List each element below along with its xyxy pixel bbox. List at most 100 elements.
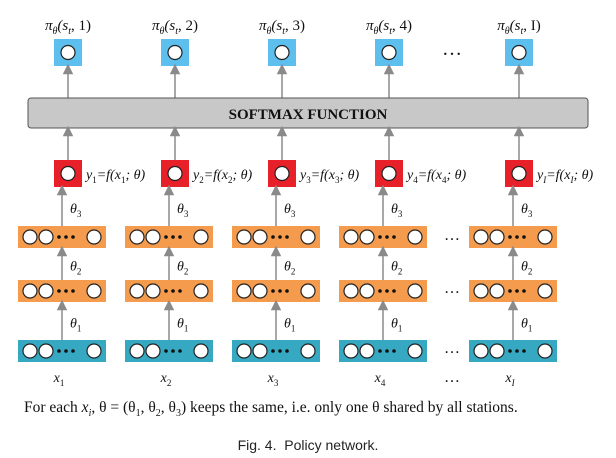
hidden-layer-1-block-4-neuron — [407, 283, 423, 299]
hidden-layer-2-block-1-neuron — [86, 229, 102, 245]
ellipsis-group: …………… — [442, 38, 462, 386]
hidden-layer-1-block-5-dot — [522, 289, 526, 293]
y-label-3: y3=f(x3; θ) — [298, 168, 359, 185]
input-layer-block-1-neuron — [22, 343, 38, 359]
station-column-4: y4=f(x4; θ)θ3 θ2 θ1 x4 — [339, 125, 466, 388]
hidden-layer-2-block-1-neuron — [22, 229, 38, 245]
hidden-layer-2-block-4 — [339, 226, 427, 248]
input-layer-block-3-neuron — [300, 343, 316, 359]
hidden-layer-2-block-1-dot — [64, 235, 68, 239]
theta-label-3-2: θ2 — [284, 260, 295, 277]
input-layer-block-5-neuron — [537, 343, 553, 359]
hidden-layer-1-block-5 — [469, 280, 557, 302]
input-layer-block-4-neuron — [343, 343, 359, 359]
input-layer-block-4 — [339, 340, 427, 362]
hidden-layer-1-block-1-neuron — [22, 283, 38, 299]
input-layer-block-3 — [232, 340, 320, 362]
input-layer-block-3-dot — [271, 349, 275, 353]
input-layer-block-2 — [125, 340, 213, 362]
input-layer-block-1 — [18, 340, 106, 362]
output-label-3: πθ(st, 3) — [259, 18, 305, 37]
output-row: πθ(st, 1) πθ(st, 2) πθ(st, 3) πθ(st, 4) πθ(s… — [45, 18, 541, 98]
hidden-layer-2-block-1 — [18, 226, 106, 248]
theta-label-3-1: θ3 — [284, 202, 296, 219]
input-layer-block-5-neuron — [473, 343, 489, 359]
hidden-layer-1-block-4 — [339, 280, 427, 302]
hidden-layer-2-block-4-neuron — [407, 229, 423, 245]
hidden-layer-1-block-2-dot — [171, 289, 175, 293]
x-label-3: x3 — [267, 371, 279, 388]
y-neuron-4 — [381, 165, 397, 182]
input-layer-block-4-neuron — [407, 343, 423, 359]
station-column-2: y2=f(x2; θ)θ3 θ2 θ1 x2 — [125, 125, 252, 388]
input-layer-block-3-dot — [278, 349, 282, 353]
hidden-layer-2-block-1-neuron — [38, 229, 54, 245]
y-neuron-1 — [60, 165, 76, 182]
hidden-layer-1-block-4-dot — [392, 289, 396, 293]
y-neuron-3 — [274, 165, 290, 182]
input-layer-block-5-neuron — [489, 343, 505, 359]
input-layer-block-2-dot — [164, 349, 168, 353]
hidden-layer-1-block-4-neuron — [359, 283, 375, 299]
station-column-1: y1=f(x1; θ)θ3 θ2 θ1 x1 — [18, 125, 145, 388]
hidden-layer-1-block-4-dot — [385, 289, 389, 293]
hidden-layer-1-block-4-dot — [378, 289, 382, 293]
hidden-layer-1-block-3 — [232, 280, 320, 302]
input-layer-block-4-dot — [392, 349, 396, 353]
input-layer-block-4-dot — [385, 349, 389, 353]
input-layer-block-1-dot — [64, 349, 68, 353]
theta-label-5-2: θ2 — [521, 260, 532, 277]
figure-caption: Fig. 4. Policy network. — [238, 437, 379, 453]
input-layer-block-5 — [469, 340, 557, 362]
hidden-layer-1-block-1-dot — [57, 289, 61, 293]
hidden-layer-1-block-1-neuron — [38, 283, 54, 299]
y-label-5: yI=f(xI; θ) — [535, 168, 593, 185]
theta-label-2-3: θ1 — [177, 317, 188, 334]
input-layer-block-2-neuron — [193, 343, 209, 359]
hidden-layer-1-block-1-dot — [64, 289, 68, 293]
hidden-layer-1-block-3-dot — [271, 289, 275, 293]
theta-label-4-1: θ3 — [391, 202, 403, 219]
hidden-layer-1-block-1 — [18, 280, 106, 302]
input-layer-block-5-dot — [522, 349, 526, 353]
theta-label-4-2: θ2 — [391, 260, 402, 277]
hidden-layer-1-block-5-neuron — [537, 283, 553, 299]
hidden-layer-1-block-5-neuron — [489, 283, 505, 299]
softmax-box — [27, 97, 589, 129]
input-layer-block-2-neuron — [145, 343, 161, 359]
input-layer-block-2-dot — [178, 349, 182, 353]
hidden-layer-2-block-1-dot — [71, 235, 75, 239]
input-layer-block-3-neuron — [236, 343, 252, 359]
hidden-layer-2-block-4-neuron — [359, 229, 375, 245]
theta-label-3-3: θ1 — [284, 317, 295, 334]
hidden-layer-2-block-3-neuron — [300, 229, 316, 245]
hidden-layer-2-block-3-neuron — [236, 229, 252, 245]
hidden-layer-2-block-4-neuron — [343, 229, 359, 245]
hidden-layer-1-block-2-dot — [164, 289, 168, 293]
hidden-layer-1-block-1-dot — [71, 289, 75, 293]
hidden-layer-1-block-5-dot — [508, 289, 512, 293]
output-neuron-5 — [511, 44, 527, 61]
y-neuron-5 — [511, 165, 527, 182]
shared-theta-note: For each xi, θ = (θ1, θ2, θ3) keeps the … — [24, 399, 518, 419]
input-layer-block-2-dot — [171, 349, 175, 353]
hidden-layer-1-block-4-neuron — [343, 283, 359, 299]
hidden-layer-2-block-2-dot — [164, 235, 168, 239]
hidden-layer-2-block-5-dot — [522, 235, 526, 239]
ellipsis-2: … — [444, 227, 460, 244]
hidden-layer-1-block-3-neuron — [300, 283, 316, 299]
theta-label-2-1: θ3 — [177, 202, 189, 219]
hidden-layer-1-block-2-neuron — [145, 283, 161, 299]
output-label-1: πθ(st, 1) — [45, 18, 91, 37]
hidden-layer-1-block-2-neuron — [193, 283, 209, 299]
input-layer-block-3-dot — [285, 349, 289, 353]
hidden-layer-2-block-5-neuron — [537, 229, 553, 245]
hidden-layer-2-block-5-neuron — [473, 229, 489, 245]
y-label-1: y1=f(x1; θ) — [84, 168, 145, 185]
ellipsis-3: … — [444, 280, 460, 297]
hidden-layer-1-block-1-neuron — [86, 283, 102, 299]
theta-label-1-2: θ2 — [70, 260, 81, 277]
theta-label-5-1: θ3 — [521, 202, 533, 219]
